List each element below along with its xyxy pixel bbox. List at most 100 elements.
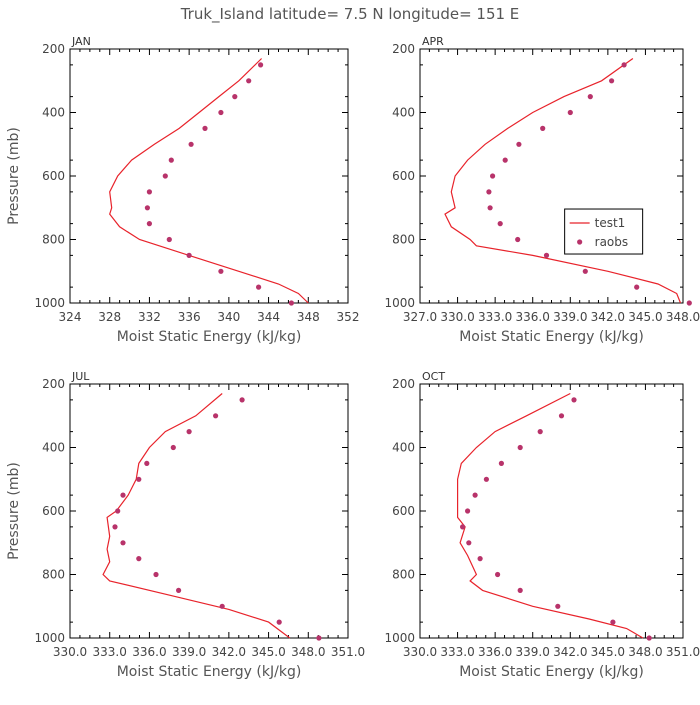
data-point-raobs bbox=[144, 205, 150, 211]
x-tick-label: 345.0 bbox=[591, 645, 625, 659]
data-point-raobs bbox=[582, 268, 588, 274]
y-tick-label: 200 bbox=[392, 42, 415, 56]
x-tick-label: 333.0 bbox=[93, 645, 127, 659]
x-tick-label: 340 bbox=[217, 310, 240, 324]
data-point-raobs bbox=[144, 460, 150, 466]
data-point-raobs bbox=[537, 429, 543, 435]
data-point-raobs bbox=[515, 236, 521, 243]
y-tick-label: 1000 bbox=[384, 296, 415, 310]
x-tick-label: 328 bbox=[98, 310, 121, 324]
y-tick-label: 400 bbox=[42, 441, 65, 455]
y-tick-label: 800 bbox=[392, 568, 415, 582]
panel-apr: APR 327.0 330.0 333.0 336.0 339.0 342.0 345.0 34… bbox=[384, 35, 700, 345]
data-point-raobs bbox=[168, 157, 174, 163]
data-point-raobs bbox=[610, 619, 616, 625]
data-point-raobs bbox=[587, 94, 593, 100]
x-tick-label: 342.0 bbox=[591, 310, 625, 324]
data-point-raobs bbox=[646, 635, 652, 641]
x-tick-label: 339.0 bbox=[553, 310, 587, 324]
x-tick-label: 333.0 bbox=[478, 310, 512, 324]
data-point-raobs bbox=[609, 78, 615, 84]
y-axis-label: Pressure (mb) bbox=[6, 127, 22, 225]
data-point-raobs bbox=[232, 94, 238, 100]
data-point-raobs bbox=[256, 284, 262, 290]
panel-label: OCT bbox=[422, 370, 445, 383]
y-tick-label: 600 bbox=[392, 504, 415, 518]
data-point-raobs bbox=[239, 397, 245, 403]
y-axis-label: Pressure (mb) bbox=[6, 462, 22, 560]
data-point-raobs bbox=[258, 62, 264, 68]
data-point-raobs bbox=[120, 540, 126, 546]
legend: test1 raobs bbox=[564, 208, 644, 255]
y-tick-label: 600 bbox=[42, 504, 65, 518]
data-point-raobs bbox=[477, 556, 483, 562]
data-point-raobs bbox=[686, 300, 692, 306]
y-tick-label: 200 bbox=[42, 42, 65, 56]
panel-oct: OCT 330.0 333.0 336.0 339.0 342.0 345.0 348.0 35… bbox=[384, 370, 700, 680]
data-point-raobs bbox=[540, 125, 546, 131]
x-tick-label: 351.0 bbox=[331, 645, 365, 659]
x-tick-label: 336.0 bbox=[478, 645, 512, 659]
data-point-raobs bbox=[115, 508, 121, 514]
x-tick-label: 348.0 bbox=[666, 310, 700, 324]
panel-jul: JUL 330.0 333.0 336.0 339.0 342.0 345.0 348.0 35… bbox=[6, 370, 365, 680]
data-point-raobs bbox=[497, 221, 503, 227]
x-axis-label: Moist Static Energy (kJ/kg) bbox=[117, 664, 302, 680]
series-line-test1 bbox=[444, 58, 682, 304]
x-axis-label: Moist Static Energy (kJ/kg) bbox=[117, 329, 302, 345]
data-point-raobs bbox=[472, 492, 478, 498]
y-tick-label: 600 bbox=[42, 169, 65, 183]
y-tick-label: 800 bbox=[42, 568, 65, 582]
data-point-raobs bbox=[186, 252, 192, 258]
data-point-raobs bbox=[634, 284, 640, 290]
data-point-raobs bbox=[498, 460, 504, 466]
data-point-raobs bbox=[621, 62, 627, 68]
legend-label: raobs bbox=[595, 235, 629, 249]
data-point-raobs bbox=[276, 619, 282, 625]
x-tick-label: 330.0 bbox=[440, 310, 474, 324]
data-point-raobs bbox=[288, 300, 294, 306]
x-tick-label: 352 bbox=[337, 310, 360, 324]
data-point-raobs bbox=[219, 603, 225, 609]
y-tick-label: 400 bbox=[42, 106, 65, 120]
legend-point-swatch bbox=[577, 239, 583, 245]
data-point-raobs bbox=[567, 109, 573, 116]
y-tick-label: 200 bbox=[42, 377, 65, 391]
x-tick-label: 330.0 bbox=[403, 645, 437, 659]
series-line-test1 bbox=[457, 392, 644, 639]
data-point-raobs bbox=[162, 173, 168, 179]
y-tick-label: 1000 bbox=[384, 631, 415, 645]
series-line-test1 bbox=[102, 393, 291, 639]
data-point-raobs bbox=[483, 476, 489, 482]
x-tick-label: 345.0 bbox=[251, 645, 285, 659]
data-point-raobs bbox=[218, 109, 224, 116]
data-point-raobs bbox=[120, 492, 126, 498]
x-tick-label: 348.0 bbox=[628, 645, 662, 659]
data-point-raobs bbox=[188, 141, 194, 147]
legend-box bbox=[564, 208, 644, 255]
x-tick-label: 327.0 bbox=[403, 310, 437, 324]
y-tick-label: 800 bbox=[392, 233, 415, 247]
data-point-raobs bbox=[543, 252, 550, 258]
data-point-raobs bbox=[495, 571, 501, 578]
figure-title: Truk_Island latitude= 7.5 N longitude= 1… bbox=[180, 5, 520, 24]
x-tick-label: 336 bbox=[178, 310, 201, 324]
x-tick-label: 348 bbox=[297, 310, 320, 324]
y-tick-label: 1000 bbox=[34, 631, 65, 645]
x-tick-label: 333.0 bbox=[440, 645, 474, 659]
data-point-raobs bbox=[486, 189, 492, 195]
y-tick-label: 400 bbox=[392, 441, 415, 455]
data-point-raobs bbox=[218, 268, 224, 274]
x-tick-label: 351.0 bbox=[666, 645, 700, 659]
data-point-raobs bbox=[170, 444, 176, 451]
data-point-raobs bbox=[246, 78, 252, 84]
y-tick-label: 1000 bbox=[34, 296, 65, 310]
data-point-raobs bbox=[555, 603, 561, 609]
panel-label: JUL bbox=[71, 370, 90, 383]
x-tick-label: 332 bbox=[138, 310, 161, 324]
x-tick-label: 330.0 bbox=[53, 645, 87, 659]
data-point-raobs bbox=[571, 397, 577, 403]
data-point-raobs bbox=[202, 125, 208, 131]
